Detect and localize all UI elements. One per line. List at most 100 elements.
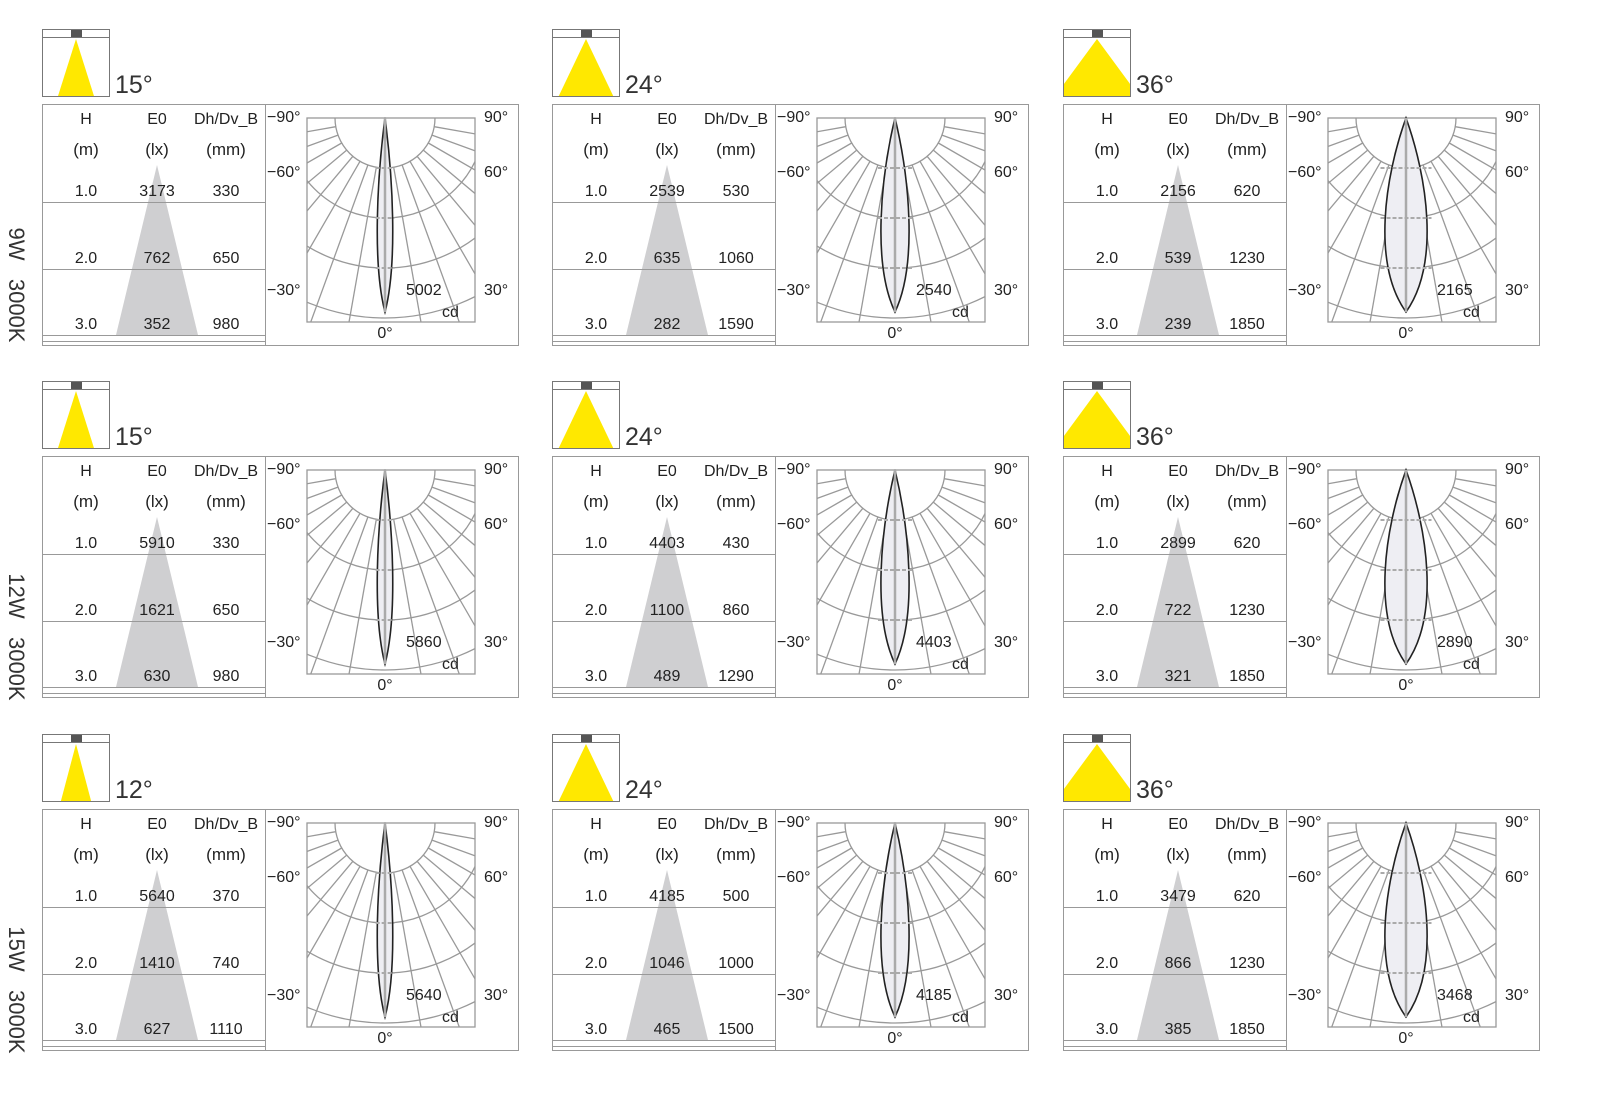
- angle-label: −30°: [777, 634, 811, 651]
- angle-label: 0°: [1398, 325, 1413, 342]
- grid-radial: [307, 512, 361, 607]
- grid-radial: [858, 872, 887, 1027]
- angle-label: 60°: [1505, 164, 1529, 181]
- grid-radial: [937, 847, 985, 876]
- angle-label: 90°: [484, 461, 508, 478]
- diameter-value: 330: [212, 535, 240, 552]
- angle-label: 90°: [994, 814, 1018, 831]
- beam-icon: [1063, 734, 1131, 802]
- column-header: E0: [147, 816, 167, 833]
- beam-icon: [42, 29, 110, 97]
- diameter-value: 980: [212, 668, 240, 685]
- illuminance-value: 2539: [649, 183, 685, 200]
- polar-diagram: −90° 90° −60° 60° −30° 30° 0° 5860 cd: [265, 456, 519, 698]
- diameter-value: 530: [722, 183, 750, 200]
- grid-radial: [919, 865, 985, 981]
- grid-radial: [926, 155, 985, 227]
- peak-intensity-value: 5002: [406, 282, 442, 299]
- column-header: H: [590, 816, 602, 833]
- row-label: 12W 3000K: [4, 573, 29, 701]
- grid-radial: [919, 512, 985, 628]
- table-divider: [43, 554, 265, 555]
- light-cone-icon: [1064, 391, 1130, 448]
- fixture-bar: [553, 735, 619, 743]
- grid-radial: [307, 865, 361, 960]
- angle-label: −60°: [777, 516, 811, 533]
- grid-radial: [1443, 149, 1496, 195]
- angle-label: −30°: [777, 282, 811, 299]
- led-icon: [1092, 735, 1103, 742]
- column-unit: (mm): [1227, 492, 1267, 511]
- grid-arc: [817, 295, 985, 319]
- grid-radial: [1328, 860, 1375, 917]
- illuminance-value: 465: [653, 1021, 681, 1038]
- angle-label: −60°: [267, 516, 301, 533]
- grid-radial: [817, 134, 849, 148]
- peak-intensity-value: 2165: [1437, 282, 1473, 299]
- grid-radial: [941, 134, 985, 152]
- angle-label: −60°: [267, 869, 301, 886]
- angle-label: −60°: [1288, 164, 1322, 181]
- illuminance-value: 385: [1164, 1021, 1192, 1038]
- angle-label: −30°: [777, 987, 811, 1004]
- angle-label: 30°: [484, 634, 508, 651]
- illuminance-value: 762: [143, 250, 171, 267]
- grid-radial: [817, 149, 858, 185]
- beam-icon: [42, 734, 110, 802]
- fixture-bar: [1064, 30, 1130, 38]
- illuminance-value: 2899: [1160, 535, 1196, 552]
- grid-radial: [858, 167, 887, 322]
- light-cone-icon: [58, 391, 94, 448]
- grid-radial: [820, 164, 879, 322]
- column-unit: (lx): [145, 845, 169, 864]
- column-header: H: [1101, 816, 1113, 833]
- grid-radial: [1437, 860, 1496, 932]
- grid-radial: [427, 847, 475, 876]
- height-value: 3.0: [584, 316, 608, 333]
- grid-radial: [416, 155, 475, 227]
- beam-angle-label: 36°: [1136, 71, 1174, 99]
- fixture-bar: [43, 30, 109, 38]
- grid-radial: [858, 519, 887, 674]
- angle-label: −90°: [777, 461, 811, 478]
- column-unit: (mm): [1227, 140, 1267, 159]
- column-unit: (m): [73, 845, 99, 864]
- grid-radial: [1437, 155, 1496, 227]
- light-cone-graphic: [626, 870, 708, 1040]
- table-divider: [1064, 341, 1286, 342]
- illuminance-value: 352: [143, 316, 171, 333]
- column-unit: (m): [583, 492, 609, 511]
- height-value: 1.0: [1095, 183, 1119, 200]
- beam-icon: [552, 734, 620, 802]
- height-value: 2.0: [74, 250, 98, 267]
- grid-radial: [937, 494, 985, 523]
- peak-intensity-value: 4185: [916, 987, 952, 1004]
- illuminance-value: 866: [1164, 955, 1192, 972]
- grid-radial: [817, 486, 849, 500]
- grid-radial: [1328, 134, 1360, 148]
- diameter-value: 650: [212, 250, 240, 267]
- beam-angle-label: 15°: [115, 71, 153, 99]
- grid-radial: [903, 872, 932, 1027]
- angle-label: 90°: [994, 109, 1018, 126]
- diameter-value: 1500: [718, 1021, 754, 1038]
- angle-label: −90°: [267, 814, 301, 831]
- column-unit: (lx): [1166, 492, 1190, 511]
- grid-radial: [416, 507, 475, 579]
- angle-label: 90°: [484, 109, 508, 126]
- illuminance-value: 1046: [649, 955, 685, 972]
- table-divider: [1064, 554, 1286, 555]
- height-value: 2.0: [584, 250, 608, 267]
- intensity-unit: cd: [952, 1009, 969, 1026]
- column-unit: (m): [583, 140, 609, 159]
- table-divider: [43, 335, 265, 336]
- illuminance-value: 489: [653, 668, 681, 685]
- grid-radial: [307, 507, 354, 564]
- grid-radial: [911, 869, 970, 1027]
- beam-icon: [1063, 29, 1131, 97]
- angle-label: 30°: [994, 282, 1018, 299]
- angle-label: −90°: [1288, 109, 1322, 126]
- height-value: 2.0: [74, 602, 98, 619]
- grid-radial: [307, 155, 354, 212]
- led-icon: [581, 30, 592, 37]
